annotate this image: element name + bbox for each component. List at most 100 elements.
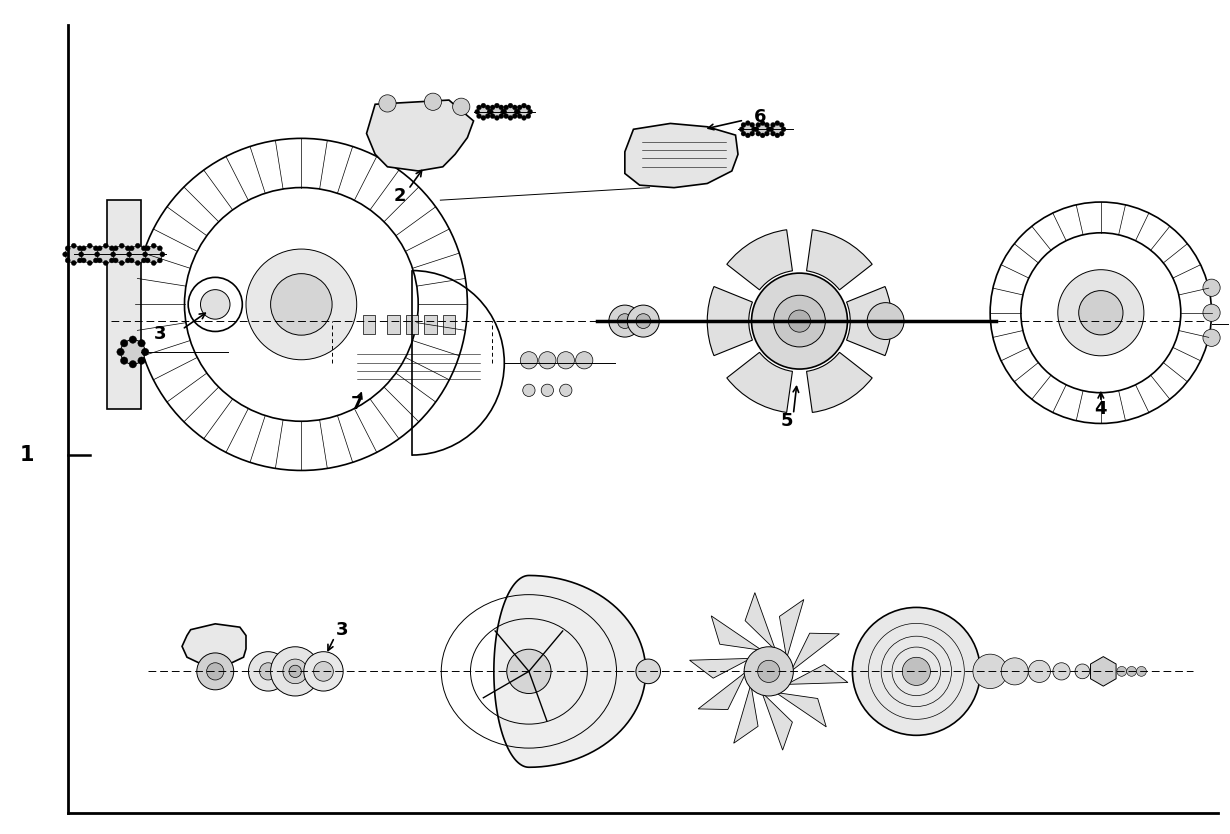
Circle shape [135,244,140,249]
Circle shape [744,647,793,696]
Circle shape [109,258,114,263]
Text: 2: 2 [394,187,406,205]
Circle shape [990,202,1212,424]
Circle shape [490,105,494,110]
Circle shape [488,109,493,114]
Text: 7: 7 [351,394,363,413]
Circle shape [103,244,108,249]
Polygon shape [787,665,847,685]
Circle shape [775,133,780,138]
Circle shape [518,106,530,118]
Circle shape [379,95,396,112]
Circle shape [113,246,130,263]
Circle shape [128,252,133,257]
Circle shape [867,303,904,339]
Circle shape [207,663,224,680]
Circle shape [141,349,149,355]
Circle shape [609,305,641,337]
Circle shape [151,244,156,249]
Polygon shape [367,100,474,171]
Circle shape [494,115,499,120]
Circle shape [63,252,68,257]
Polygon shape [745,593,776,651]
Circle shape [77,258,82,263]
Circle shape [1079,290,1123,335]
Polygon shape [625,123,738,188]
Circle shape [507,649,551,694]
Circle shape [745,121,750,126]
Circle shape [755,123,760,128]
Circle shape [517,113,522,118]
Polygon shape [734,685,758,743]
Circle shape [119,260,124,265]
Polygon shape [711,615,761,651]
Circle shape [501,109,506,114]
Circle shape [112,252,117,257]
Circle shape [522,115,526,120]
Bar [387,315,400,334]
Bar [424,315,437,334]
Text: 5: 5 [781,412,793,430]
Circle shape [157,246,162,251]
Circle shape [756,123,769,135]
Circle shape [486,113,491,118]
Circle shape [141,258,146,263]
Bar [363,315,375,334]
Wedge shape [727,229,792,290]
Circle shape [514,109,519,114]
Circle shape [424,93,442,110]
Circle shape [781,127,786,132]
Circle shape [739,127,744,132]
Circle shape [144,252,149,257]
Circle shape [111,252,116,257]
Circle shape [135,138,467,470]
Circle shape [481,103,486,108]
Circle shape [71,244,76,249]
Circle shape [271,647,320,696]
Circle shape [289,666,301,677]
Text: 3: 3 [154,324,166,343]
Circle shape [127,252,132,257]
Circle shape [93,246,98,251]
Circle shape [129,246,146,263]
Circle shape [487,109,492,114]
Circle shape [770,123,775,128]
Circle shape [750,131,755,136]
Circle shape [760,133,765,138]
Circle shape [141,246,146,251]
Circle shape [271,274,332,335]
Circle shape [769,127,774,132]
Polygon shape [780,600,803,658]
Circle shape [95,252,100,257]
Circle shape [304,651,343,691]
Circle shape [121,339,145,364]
Circle shape [65,246,82,263]
Circle shape [475,109,480,114]
Circle shape [135,260,140,265]
Circle shape [188,278,242,331]
Polygon shape [776,692,827,727]
Circle shape [765,123,770,128]
Circle shape [138,339,145,347]
Circle shape [93,258,98,263]
Circle shape [476,105,481,110]
Circle shape [138,357,145,364]
Circle shape [515,109,520,114]
Polygon shape [494,575,646,767]
Circle shape [502,109,507,114]
Circle shape [160,252,165,257]
Circle shape [96,252,101,257]
Circle shape [775,121,780,126]
Circle shape [627,305,659,337]
Circle shape [517,105,522,110]
Circle shape [636,659,661,684]
Circle shape [80,252,85,257]
Bar [443,315,455,334]
Circle shape [260,663,277,680]
Circle shape [539,352,556,369]
Circle shape [145,246,162,263]
Circle shape [477,106,490,118]
Circle shape [197,653,234,690]
Circle shape [87,244,92,249]
Circle shape [200,289,230,319]
